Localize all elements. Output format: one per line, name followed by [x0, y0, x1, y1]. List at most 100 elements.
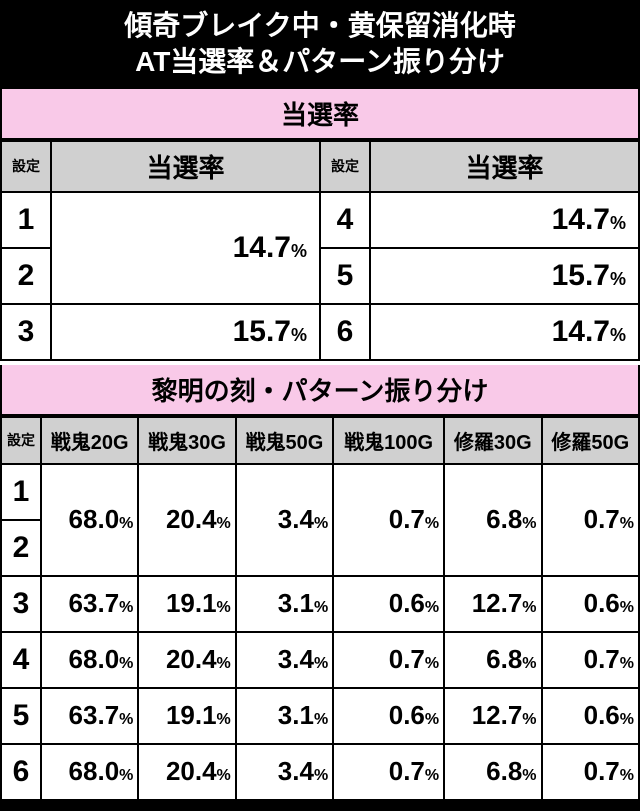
- value-cell: 6.8%: [444, 744, 541, 800]
- value-cell: 3.1%: [236, 688, 333, 744]
- pct-symbol: %: [314, 599, 328, 616]
- table-row: 3 63.7% 19.1% 3.1% 0.6% 12.7% 0.6%: [1, 576, 639, 632]
- table-row: 6 68.0% 20.4% 3.4% 0.7% 6.8% 0.7%: [1, 744, 639, 800]
- rate-cell: 15.7%: [370, 248, 639, 304]
- cell-value: 6.8: [486, 644, 522, 674]
- rate-value: 14.7: [552, 315, 610, 348]
- pct-symbol: %: [610, 269, 626, 289]
- value-cell: 3.4%: [236, 464, 333, 576]
- value-cell: 0.7%: [542, 464, 639, 576]
- cell-value: 0.7: [389, 756, 425, 786]
- cell-value: 68.0: [69, 504, 120, 534]
- settei-cell: 1: [1, 464, 41, 520]
- cell-value: 12.7: [472, 588, 523, 618]
- pct-symbol: %: [425, 515, 439, 532]
- cell-value: 20.4: [166, 504, 217, 534]
- section-header-2: 黎明の刻・パターン振り分け: [0, 365, 640, 416]
- table-row: 1 68.0% 20.4% 3.4% 0.7% 6.8% 0.7%: [1, 464, 639, 520]
- value-cell: 6.8%: [444, 464, 541, 576]
- col-header: 戦鬼100G: [333, 417, 444, 464]
- settei-cell: 4: [1, 632, 41, 688]
- pct-symbol: %: [620, 515, 634, 532]
- cell-value: 0.6: [389, 700, 425, 730]
- cell-value: 0.7: [389, 644, 425, 674]
- pct-symbol: %: [620, 655, 634, 672]
- cell-value: 19.1: [166, 588, 217, 618]
- settei-cell: 2: [1, 520, 41, 576]
- pct-symbol: %: [119, 599, 133, 616]
- value-cell: 68.0%: [41, 464, 138, 576]
- value-cell: 0.6%: [333, 576, 444, 632]
- cell-value: 0.6: [584, 588, 620, 618]
- pct-symbol: %: [522, 599, 536, 616]
- cell-value: 63.7: [69, 588, 120, 618]
- pct-symbol: %: [425, 767, 439, 784]
- cell-value: 0.6: [389, 588, 425, 618]
- settei-cell: 5: [320, 248, 370, 304]
- value-cell: 3.4%: [236, 744, 333, 800]
- settei-cell: 4: [320, 192, 370, 248]
- cell-value: 3.4: [278, 756, 314, 786]
- pct-symbol: %: [425, 711, 439, 728]
- value-cell: 12.7%: [444, 576, 541, 632]
- value-cell: 12.7%: [444, 688, 541, 744]
- value-cell: 0.7%: [333, 744, 444, 800]
- pct-symbol: %: [610, 325, 626, 345]
- cell-value: 6.8: [486, 756, 522, 786]
- main-title-line1: 傾奇ブレイク中・黄保留消化時: [124, 10, 515, 41]
- cell-value: 0.7: [584, 504, 620, 534]
- settei-header: 設定: [320, 141, 370, 192]
- settei-header: 設定: [1, 417, 41, 464]
- pct-symbol: %: [119, 767, 133, 784]
- value-cell: 63.7%: [41, 688, 138, 744]
- value-cell: 0.6%: [542, 576, 639, 632]
- settei-cell: 3: [1, 304, 51, 360]
- rate-value: 15.7: [233, 315, 291, 348]
- value-cell: 68.0%: [41, 632, 138, 688]
- cell-value: 6.8: [486, 504, 522, 534]
- pct-symbol: %: [119, 515, 133, 532]
- pct-symbol: %: [522, 767, 536, 784]
- value-cell: 19.1%: [138, 576, 235, 632]
- pct-symbol: %: [217, 711, 231, 728]
- pct-symbol: %: [620, 767, 634, 784]
- pct-symbol: %: [314, 655, 328, 672]
- col-header: 修羅50G: [542, 417, 639, 464]
- pct-symbol: %: [610, 213, 626, 233]
- pct-symbol: %: [217, 599, 231, 616]
- settei-cell: 6: [320, 304, 370, 360]
- cell-value: 0.7: [584, 644, 620, 674]
- cell-value: 12.7: [472, 700, 523, 730]
- main-title-line2: AT当選率＆パターン振り分け: [135, 46, 505, 77]
- value-cell: 6.8%: [444, 632, 541, 688]
- col-header: 戦鬼20G: [41, 417, 138, 464]
- settei-cell: 6: [1, 744, 41, 800]
- settei-header: 設定: [1, 141, 51, 192]
- value-cell: 0.6%: [333, 688, 444, 744]
- value-cell: 19.1%: [138, 688, 235, 744]
- pct-symbol: %: [522, 711, 536, 728]
- pct-symbol: %: [425, 655, 439, 672]
- cell-value: 20.4: [166, 756, 217, 786]
- pct-symbol: %: [291, 325, 307, 345]
- rate-cell: 14.7%: [370, 304, 639, 360]
- cell-value: 3.4: [278, 504, 314, 534]
- value-cell: 0.6%: [542, 688, 639, 744]
- win-rate-table: 設定 当選率 設定 当選率 1 14.7% 4 14.7% 2 5 15.7% …: [0, 140, 640, 361]
- settei-cell: 5: [1, 688, 41, 744]
- tables-container: 傾奇ブレイク中・黄保留消化時 AT当選率＆パターン振り分け 当選率 設定 当選率…: [0, 0, 640, 801]
- col-header: 修羅30G: [444, 417, 541, 464]
- rate-cell: 15.7%: [51, 304, 320, 360]
- cell-value: 0.7: [389, 504, 425, 534]
- pct-symbol: %: [217, 767, 231, 784]
- col-header: 戦鬼50G: [236, 417, 333, 464]
- pct-symbol: %: [620, 599, 634, 616]
- table-row: 4 68.0% 20.4% 3.4% 0.7% 6.8% 0.7%: [1, 632, 639, 688]
- value-cell: 0.7%: [333, 464, 444, 576]
- cell-value: 20.4: [166, 644, 217, 674]
- main-header: 傾奇ブレイク中・黄保留消化時 AT当選率＆パターン振り分け: [0, 0, 640, 89]
- pct-symbol: %: [314, 711, 328, 728]
- pct-symbol: %: [425, 599, 439, 616]
- rate-cell: 14.7%: [51, 192, 320, 304]
- cell-value: 3.1: [278, 700, 314, 730]
